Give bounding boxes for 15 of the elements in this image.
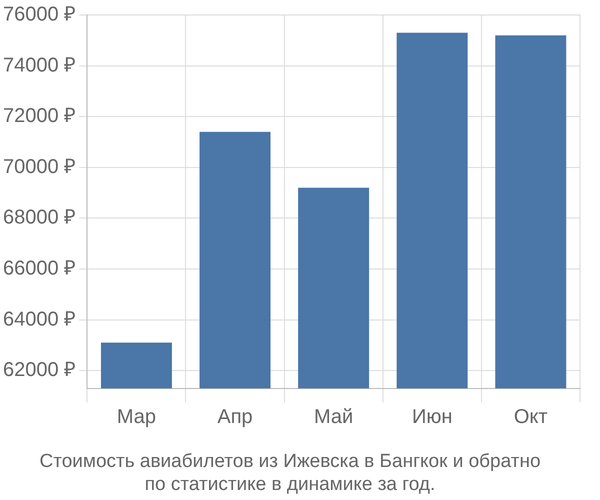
x-tick-label: Окт [514, 406, 548, 428]
x-tick-label: Июн [412, 406, 452, 428]
y-tick-label: 72000 ₽ [3, 105, 76, 128]
y-tick-label: 74000 ₽ [3, 54, 76, 76]
y-tick-label: 68000 ₽ [3, 206, 76, 229]
y-tick-label: 64000 ₽ [3, 308, 76, 330]
y-tick-label: 76000 ₽ [3, 4, 76, 26]
y-tick-label: 66000 ₽ [3, 258, 76, 280]
x-tick-label: Май [314, 406, 354, 428]
text: Стоимость авиабилетов из Ижевска в Бангкок и обратно [39, 451, 541, 472]
y-tick-label: 70000 ₽ [3, 156, 76, 178]
text: по статистике в динамике за год. [144, 474, 436, 495]
x-tick-label: Мар [116, 406, 156, 428]
x-tick-label: Апр [217, 406, 253, 428]
y-tick-label: 62000 ₽ [3, 359, 76, 382]
